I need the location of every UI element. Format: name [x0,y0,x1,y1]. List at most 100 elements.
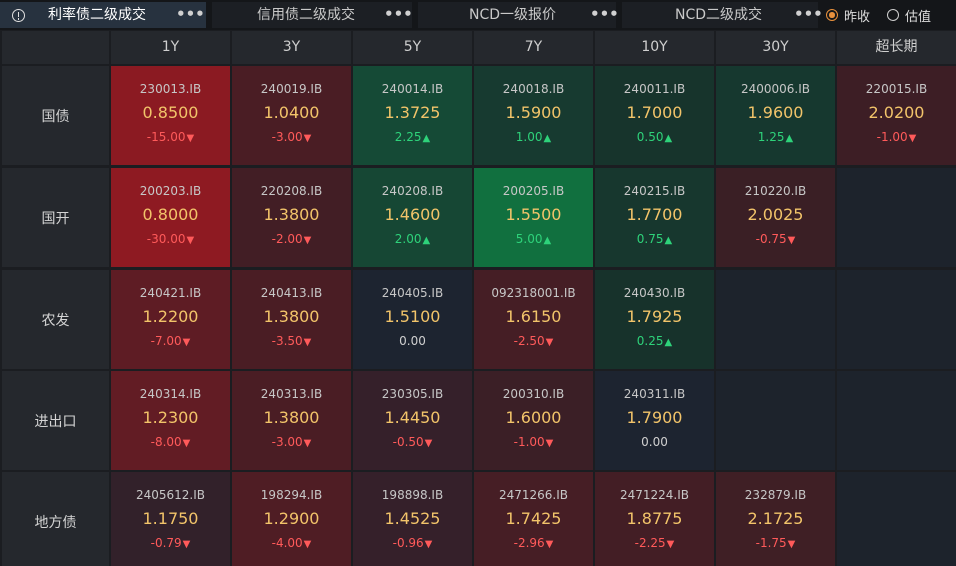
bond-cell[interactable]: 220015.IB 2.0200 -1.00▼ [837,66,956,165]
bond-yield: 1.2200 [142,307,199,326]
bond-cell[interactable]: 220208.IB 1.3800 -2.00▼ [232,168,351,267]
bond-cell[interactable]: 240018.IB 1.5900 1.00▲ [474,66,593,165]
bond-cell[interactable]: 240413.IB 1.3800 -3.50▼ [232,270,351,369]
bond-cell[interactable]: 230013.IB 0.8500 -15.00▼ [111,66,230,165]
bond-cell[interactable]: 200310.IB 1.6000 -1.00▼ [474,371,593,470]
change-value: -1.00 [513,435,545,449]
change-value: 2.25 [394,130,422,144]
row-label: 进出口 [2,371,109,470]
bond-code: 240430.IB [623,286,686,300]
arrow-down-icon: ▼ [303,337,312,348]
radio-prev-close[interactable]: 昨收 [826,6,870,25]
bond-cell[interactable]: 232879.IB 2.1725 -1.75▼ [716,472,835,566]
yield-change: -3.00▼ [232,130,351,144]
change-value: -0.79 [150,536,182,550]
tab-credit-bond-secondary[interactable]: 信用债二级成交 ••• [212,2,413,28]
row-label: 国债 [2,66,109,165]
empty-cell [716,371,835,470]
bond-cell[interactable]: 240430.IB 1.7925 0.25▲ [595,270,714,369]
yield-change: 0.00 [595,435,714,449]
bond-yield: 1.2900 [263,509,320,528]
more-icon[interactable]: ••• [176,5,205,23]
change-value: -3.50 [271,334,303,348]
bond-cell[interactable]: 198294.IB 1.2900 -4.00▼ [232,472,351,566]
bond-cell[interactable]: 2400006.IB 1.9600 1.25▲ [716,66,835,165]
arrow-down-icon: ▼ [303,438,312,449]
bond-code: 2405612.IB [135,488,206,502]
arrow-up-icon: ▲ [664,133,673,144]
empty-cell [716,270,835,369]
bond-yield: 2.1725 [747,509,804,528]
tab-label: 利率债二级成交 [48,7,146,23]
arrow-down-icon: ▼ [182,337,191,348]
bond-yield: 1.5900 [505,103,562,122]
arrow-down-icon: ▼ [303,133,312,144]
yield-change: -2.00▼ [232,232,351,246]
yield-change: -3.00▼ [232,435,351,449]
bond-cell[interactable]: 240019.IB 1.0400 -3.00▼ [232,66,351,165]
bond-yield: 1.9600 [747,103,804,122]
arrow-up-icon: ▲ [785,133,794,144]
bond-yield: 1.6000 [505,408,562,427]
bond-cell[interactable]: 210220.IB 2.0025 -0.75▼ [716,168,835,267]
arrow-up-icon: ▲ [422,235,431,246]
tab-label: 信用债二级成交 [257,7,355,23]
bond-cell[interactable]: 2471266.IB 1.7425 -2.96▼ [474,472,593,566]
more-icon[interactable]: ••• [590,5,619,23]
arrow-down-icon: ▼ [545,337,554,348]
bond-code: 200203.IB [139,184,202,198]
bond-cell[interactable]: 240421.IB 1.2200 -7.00▼ [111,270,230,369]
bond-yield: 1.7900 [626,408,683,427]
column-header: 10Y [595,31,714,64]
tab-rate-bond-secondary[interactable]: 利率债二级成交 ••• [0,2,206,28]
bond-yield: 2.0200 [868,103,925,122]
bond-code: 2471224.IB [619,488,690,502]
bond-cell[interactable]: 240311.IB 1.7900 0.00 [595,371,714,470]
bond-cell[interactable]: 240314.IB 1.2300 -8.00▼ [111,371,230,470]
arrow-up-icon: ▲ [664,337,673,348]
bond-cell[interactable]: 2471224.IB 1.8775 -2.25▼ [595,472,714,566]
bond-cell[interactable]: 230305.IB 1.4450 -0.50▼ [353,371,472,470]
more-icon[interactable]: ••• [794,5,823,23]
bond-yield: 0.8000 [142,205,199,224]
row-label: 地方债 [2,472,109,566]
tab-ncd-primary-quote[interactable]: NCD一级报价 ••• [418,2,619,28]
empty-cell [837,168,956,267]
yield-change: 0.25▲ [595,334,714,348]
bond-cell[interactable]: 2405612.IB 1.1750 -0.79▼ [111,472,230,566]
arrow-down-icon: ▼ [545,539,554,550]
info-icon[interactable] [12,9,25,22]
bond-cell[interactable]: 240014.IB 1.3725 2.25▲ [353,66,472,165]
arrow-up-icon: ▲ [543,235,552,246]
bond-cell[interactable]: 240313.IB 1.3800 -3.00▼ [232,371,351,470]
yield-change: 0.00 [353,334,472,348]
yield-change: -3.50▼ [232,334,351,348]
header-corner [2,31,109,64]
yield-change: -30.00▼ [111,232,230,246]
radio-selected-icon [826,9,838,21]
tab-ncd-secondary[interactable]: NCD二级成交 ••• [622,2,823,28]
bond-yield: 1.3800 [263,408,320,427]
yield-change: -0.79▼ [111,536,230,550]
column-header: 7Y [474,31,593,64]
bond-yield: 1.3800 [263,205,320,224]
bond-code: 240208.IB [381,184,444,198]
yield-change: -1.00▼ [837,130,956,144]
bond-cell[interactable]: 240011.IB 1.7000 0.50▲ [595,66,714,165]
bond-yield: 0.8500 [142,103,199,122]
bond-cell[interactable]: 200205.IB 1.5500 5.00▲ [474,168,593,267]
bond-cell[interactable]: 240208.IB 1.4600 2.00▲ [353,168,472,267]
arrow-down-icon: ▼ [787,539,796,550]
change-value: -0.50 [392,435,424,449]
bond-cell[interactable]: 240215.IB 1.7700 0.75▲ [595,168,714,267]
bond-cell[interactable]: 200203.IB 0.8000 -30.00▼ [111,168,230,267]
bond-cell[interactable]: 092318001.IB 1.6150 -2.50▼ [474,270,593,369]
change-value: 0.00 [399,334,426,348]
yield-change: -2.96▼ [474,536,593,550]
bond-cell[interactable]: 198898.IB 1.4525 -0.96▼ [353,472,472,566]
bond-code: 200310.IB [502,387,565,401]
bond-cell[interactable]: 240405.IB 1.5100 0.00 [353,270,472,369]
more-icon[interactable]: ••• [384,5,413,23]
tab-label: NCD二级成交 [675,7,763,23]
radio-valuation[interactable]: 估值 [887,6,931,25]
